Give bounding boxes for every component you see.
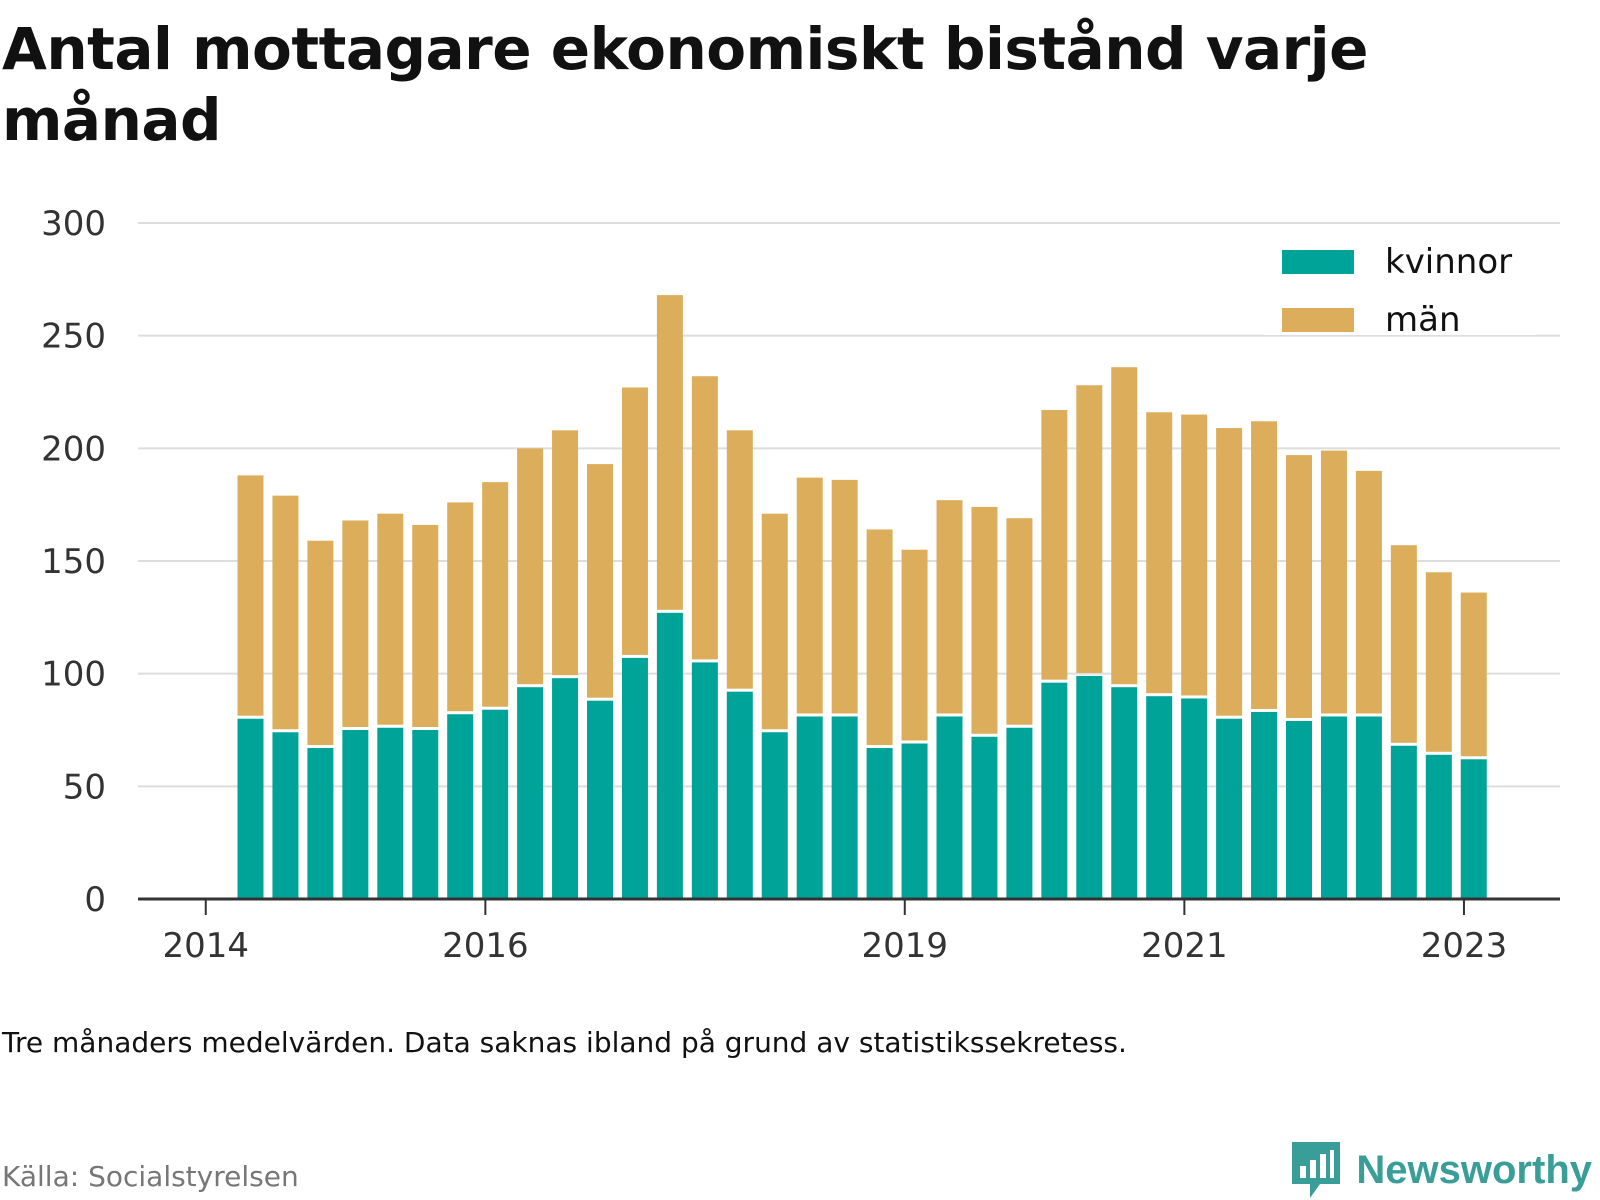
bar-man (761, 513, 788, 730)
bar-kvinnor (1216, 718, 1243, 899)
bar-man (1460, 592, 1487, 757)
bar-kvinnor (412, 730, 439, 899)
bar-kvinnor (342, 730, 369, 899)
bar-man (1006, 518, 1033, 725)
bar-kvinnor (971, 736, 998, 899)
bar-man (936, 500, 963, 714)
x-tick-label: 2021 (1141, 926, 1228, 966)
newsworthy-logo-icon (1292, 1142, 1341, 1198)
bar-man (272, 495, 299, 730)
bar-man (1286, 455, 1312, 718)
bar-kvinnor (761, 732, 788, 899)
bar-kvinnor (447, 714, 474, 899)
bar-man (1216, 428, 1243, 716)
bar-kvinnor (1320, 716, 1347, 899)
bar-kvinnor (552, 678, 579, 899)
bar-man (971, 506, 998, 734)
bar-man (1111, 367, 1138, 685)
bar-man (901, 549, 928, 741)
y-tick-label: 200 (41, 429, 106, 469)
bar-man (1355, 470, 1382, 714)
bar-man (1181, 414, 1208, 696)
bar-man (517, 448, 544, 685)
bar-man (1390, 545, 1417, 743)
bar-kvinnor (726, 691, 753, 899)
bar-kvinnor (307, 748, 334, 899)
bar-kvinnor (237, 718, 264, 899)
bar-kvinnor (1076, 675, 1103, 899)
bar-man (1425, 572, 1452, 752)
x-axis-ticks: 2014 2016 2019 2021 2023 (162, 899, 1507, 966)
bar-man (691, 376, 718, 660)
bar-man (656, 295, 683, 610)
y-tick-label: 0 (84, 880, 106, 920)
bar-kvinnor (1390, 745, 1417, 899)
bar-man (796, 477, 823, 714)
bar-kvinnor (1181, 698, 1208, 899)
bar-man (377, 513, 404, 725)
bar-man (1076, 385, 1103, 673)
source-credit: Källa: Socialstyrelsen (2, 1160, 299, 1193)
x-tick-label: 2019 (861, 926, 948, 966)
bars (237, 295, 1487, 899)
bar-man (342, 520, 369, 727)
bar-kvinnor (656, 612, 683, 899)
bar-kvinnor (691, 662, 718, 899)
bar-kvinnor (1355, 716, 1382, 899)
bar-man (552, 430, 579, 676)
bar-man (1146, 412, 1173, 694)
legend: kvinnor män (1264, 242, 1536, 340)
bar-man (866, 529, 893, 746)
bar-man (831, 479, 858, 714)
x-tick-label: 2023 (1421, 926, 1508, 966)
bar-kvinnor (1006, 727, 1033, 899)
bar-kvinnor (1146, 696, 1173, 899)
bar-man (237, 475, 264, 716)
y-axis-ticks: 0 50 100 150 200 250 300 (41, 204, 106, 920)
bar-kvinnor (272, 732, 299, 899)
bar-man (1041, 410, 1068, 680)
bar-man (482, 482, 509, 707)
bar-kvinnor (1425, 754, 1452, 899)
brand-logo: Newsworthy (1290, 1140, 1592, 1200)
bar-kvinnor (1460, 759, 1487, 899)
y-tick-label: 250 (41, 317, 106, 357)
bar-kvinnor (1251, 711, 1278, 899)
bar-man (587, 464, 613, 698)
legend-swatch-kvinnor (1282, 250, 1354, 274)
bar-kvinnor (482, 709, 509, 899)
legend-swatch-man (1282, 308, 1354, 332)
bar-man (412, 524, 439, 727)
bar-man (1320, 450, 1347, 714)
bar-kvinnor (866, 748, 893, 899)
y-tick-label: 50 (63, 767, 106, 807)
bar-kvinnor (831, 716, 858, 899)
bar-kvinnor (1111, 687, 1138, 899)
y-tick-label: 300 (41, 204, 106, 244)
x-tick-label: 2014 (162, 926, 249, 966)
legend-label-kvinnor: kvinnor (1385, 242, 1512, 282)
bar-kvinnor (587, 700, 613, 899)
bar-kvinnor (936, 716, 963, 899)
bar-man (447, 502, 474, 712)
bar-kvinnor (377, 727, 404, 899)
bar-kvinnor (796, 716, 823, 899)
y-tick-label: 100 (41, 655, 106, 695)
legend-label-man: män (1385, 300, 1461, 340)
bar-man (726, 430, 753, 689)
bar-kvinnor (517, 687, 544, 899)
bar-kvinnor (1041, 682, 1068, 899)
bar-kvinnor (1286, 720, 1312, 899)
bar-man (1251, 421, 1278, 709)
brand-name: Newsworthy (1356, 1147, 1592, 1192)
chart-title: Antal mottagare ekonomiskt bistånd varje… (2, 15, 1369, 154)
bar-kvinnor (621, 657, 648, 899)
bar-man (621, 387, 648, 655)
chart-note: Tre månaders medelvärden. Data saknas ib… (2, 1026, 1127, 1059)
bar-man (307, 540, 334, 746)
x-tick-label: 2016 (442, 926, 529, 966)
bar-kvinnor (901, 743, 928, 899)
y-tick-label: 150 (41, 542, 106, 582)
